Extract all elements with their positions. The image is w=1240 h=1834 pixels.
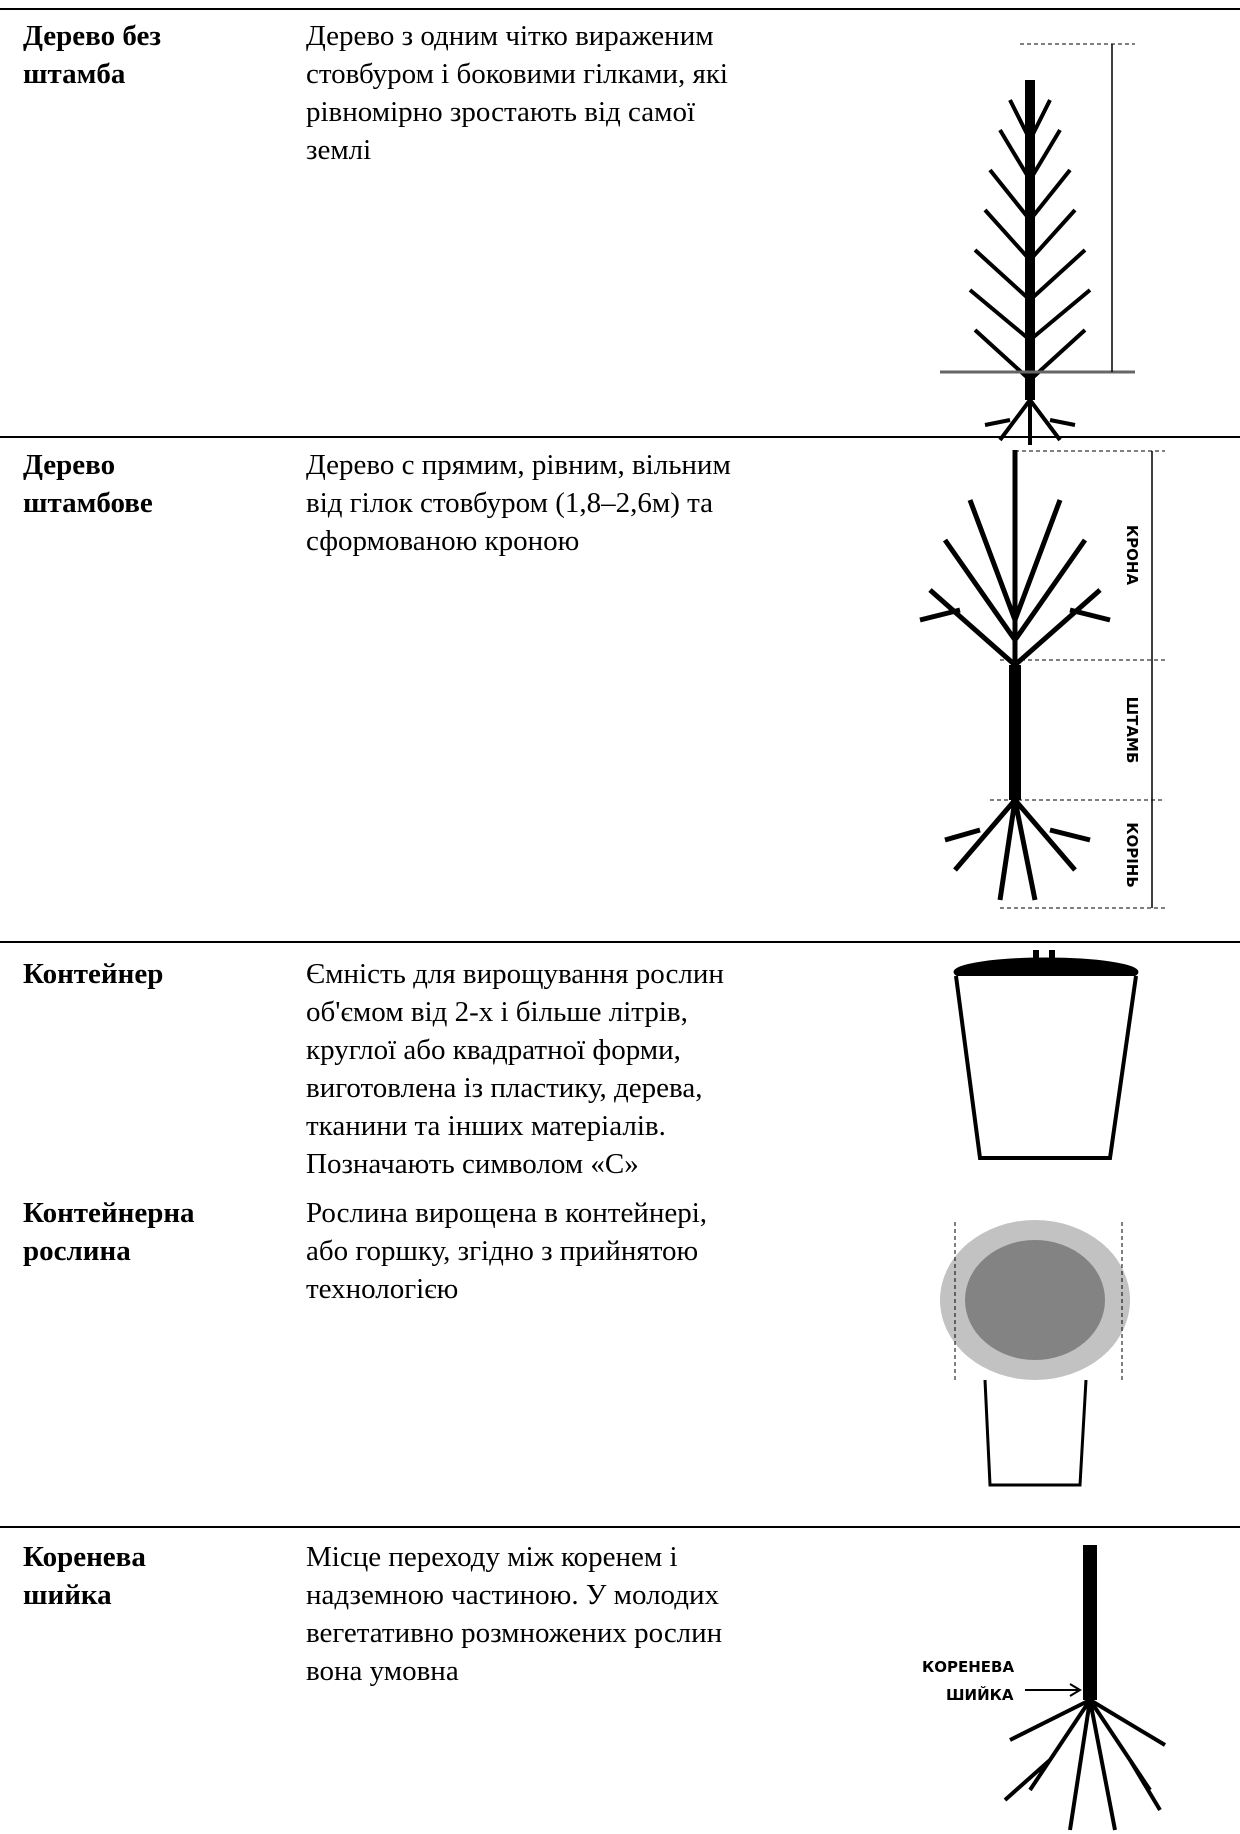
- description-line: тканини та інших матеріалів.: [306, 1110, 666, 1142]
- root-label: КОРІНЬ: [1123, 822, 1141, 888]
- description-line: технологією: [306, 1273, 459, 1305]
- trunk-label: ШТАМБ: [1123, 697, 1141, 764]
- term: Контейнер: [23, 955, 163, 993]
- term-line: Дерево: [23, 449, 116, 481]
- description-line: вегетативно розмножених рослин: [306, 1617, 723, 1649]
- term-line: Дерево без: [23, 20, 162, 52]
- term: Коренева шийка: [23, 1538, 146, 1614]
- term-line: штамба: [23, 58, 126, 90]
- description-line: Дерево з одним чітко вираженим: [306, 20, 714, 52]
- term-line: шийка: [23, 1579, 112, 1611]
- description: Рослина вирощена в контейнері, або горшку…: [306, 1194, 707, 1308]
- standard-tree-illustration: КРОНА ШТАМБ КОРІНЬ: [919, 450, 1165, 909]
- description-line: вона умовна: [306, 1655, 459, 1687]
- description-line: або горшку, згідно з прийнятою: [306, 1235, 699, 1267]
- crown-label: КРОНА: [1123, 525, 1141, 586]
- description-line: Дерево с прямим, рівним, вільним: [306, 449, 731, 481]
- term-line: Контейнер: [23, 958, 164, 990]
- description-line: круглої або квадратної форми,: [306, 1034, 681, 1066]
- description: Ємність для вирощування рослин об'ємом ві…: [306, 955, 724, 1183]
- description-line: виготовлена із пластику, дерева,: [306, 1072, 703, 1104]
- collar-label: ШИЙКА: [946, 1685, 1014, 1704]
- description-line: землі: [306, 134, 372, 166]
- description-line: Позначають символом «С»: [306, 1148, 639, 1180]
- description-line: Місце переходу між коренем і: [306, 1541, 678, 1573]
- description-line: від гілок стовбуром (1,8–2,6м) та: [306, 487, 714, 519]
- term: Дерево штамбове: [23, 446, 153, 522]
- collar-label: КОРЕНЕВА: [922, 1658, 1014, 1676]
- description-line: Ємність для вирощування рослин: [306, 958, 724, 990]
- row-rule: [0, 436, 1240, 438]
- description: Дерево з одним чітко вираженим стовбуром …: [306, 17, 728, 169]
- term-line: рослина: [23, 1235, 131, 1267]
- term-line: штамбове: [23, 487, 153, 519]
- term: Дерево без штамба: [23, 17, 161, 93]
- description-line: надземною частиною. У молодих: [306, 1579, 719, 1611]
- row-rule: [0, 941, 1240, 943]
- description-line: об'ємом від 2-х і більше літрів,: [306, 996, 688, 1028]
- description-line: Рослина вирощена в контейнері,: [306, 1197, 708, 1229]
- description-line: сформованою кроною: [306, 525, 580, 557]
- row-rule: [0, 8, 1240, 10]
- description: Дерево с прямим, рівним, вільним від гіло…: [306, 446, 731, 560]
- term: Контейнерна рослина: [23, 1194, 195, 1270]
- term-line: Коренева: [23, 1541, 146, 1573]
- description-line: рівномірно зростають від самої: [306, 96, 696, 128]
- description: Місце переходу між коренем і надземною ча…: [306, 1538, 722, 1690]
- term-line: Контейнерна: [23, 1197, 195, 1229]
- description-line: стовбуром і боковими гілками, які: [306, 58, 728, 90]
- root-collar-illustration: КОРЕНЕВА ШИЙКА: [922, 1545, 1167, 1831]
- container-illustration: [953, 950, 1139, 1160]
- tree-illustration: [940, 43, 1135, 445]
- row-rule: [0, 1526, 1240, 1528]
- container-plant-illustration: [940, 1220, 1130, 1487]
